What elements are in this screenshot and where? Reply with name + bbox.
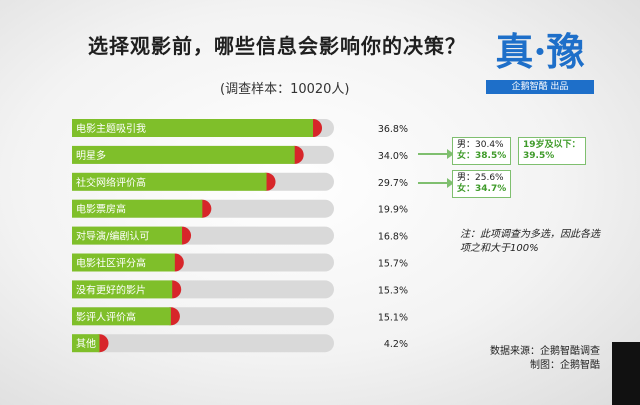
arrow-star — [418, 149, 454, 159]
bar-category-label: 影评人评价高 — [76, 310, 136, 323]
bar-category-label: 没有更好的影片 — [76, 283, 146, 296]
callout-star-female: 女：38.5% — [457, 151, 507, 161]
bar-category-label: 明星多 — [76, 149, 106, 162]
bar-value-label: 19.9% — [378, 205, 408, 216]
bar-category-label: 社交网络评价高 — [76, 176, 146, 189]
logo-tag: 企鹅智酷 出品 — [486, 80, 594, 94]
bar — [72, 119, 314, 137]
bar-value-label: 16.8% — [378, 232, 408, 243]
callout-star-age: 19岁及以下： 39.5% — [518, 137, 586, 165]
source-line: 数据来源：企鹅智酷调查 — [490, 346, 600, 357]
callout-star-age-value: 39.5% — [523, 151, 555, 161]
source-credit: 数据来源：企鹅智酷调查 制图：企鹅智酷 — [470, 345, 600, 373]
bar — [72, 145, 295, 164]
callout-star-male: 男：30.4% — [457, 140, 504, 150]
callout-social-female: 女：34.7% — [457, 184, 507, 194]
bar — [72, 280, 173, 299]
brand-logo: 真·豫 企鹅智酷 出品 — [478, 26, 602, 98]
bar — [72, 334, 100, 353]
multi-select-note: 注：此项调查为多选，因此各选项之和大于100% — [460, 229, 600, 254]
bar-value-label: 15.3% — [378, 285, 408, 296]
bar — [72, 253, 175, 272]
bar-value-label: 15.7% — [378, 259, 408, 270]
bar — [72, 307, 171, 326]
callout-star-age-label: 19岁及以下： — [523, 140, 581, 150]
bar-category-label: 电影主题吸引我 — [76, 122, 146, 135]
bar-category-label: 电影社区评分高 — [76, 257, 146, 270]
bar-track — [72, 334, 334, 353]
bar-value-label: 4.2% — [384, 339, 408, 350]
sample-size: (调查样本：10020人) — [220, 82, 350, 97]
bar-value-label: 36.8% — [378, 124, 408, 135]
bar — [72, 199, 203, 218]
bar-value-label: 34.0% — [378, 151, 408, 162]
corner-decoration — [612, 342, 640, 405]
bar-category-label: 其他 — [76, 337, 96, 350]
bar — [72, 172, 267, 191]
callout-social-male: 男：25.6% — [457, 173, 504, 183]
bar — [72, 226, 183, 245]
page-title: 选择观影前，哪些信息会影响你的决策？ — [88, 34, 466, 58]
bar-category-label: 对导演/编剧认可 — [76, 230, 149, 243]
callout-star-gender: 男：30.4% 女：38.5% — [452, 137, 512, 165]
callout-social-gender: 男：25.6% 女：34.7% — [452, 170, 512, 198]
bar-category-label: 电影票房高 — [76, 203, 126, 216]
credit-line: 制图：企鹅智酷 — [530, 360, 600, 371]
bar-value-label: 15.1% — [378, 312, 408, 323]
bar-value-label: 29.7% — [378, 178, 408, 189]
arrow-social — [418, 178, 454, 188]
logo-text: 真·豫 — [495, 29, 585, 74]
